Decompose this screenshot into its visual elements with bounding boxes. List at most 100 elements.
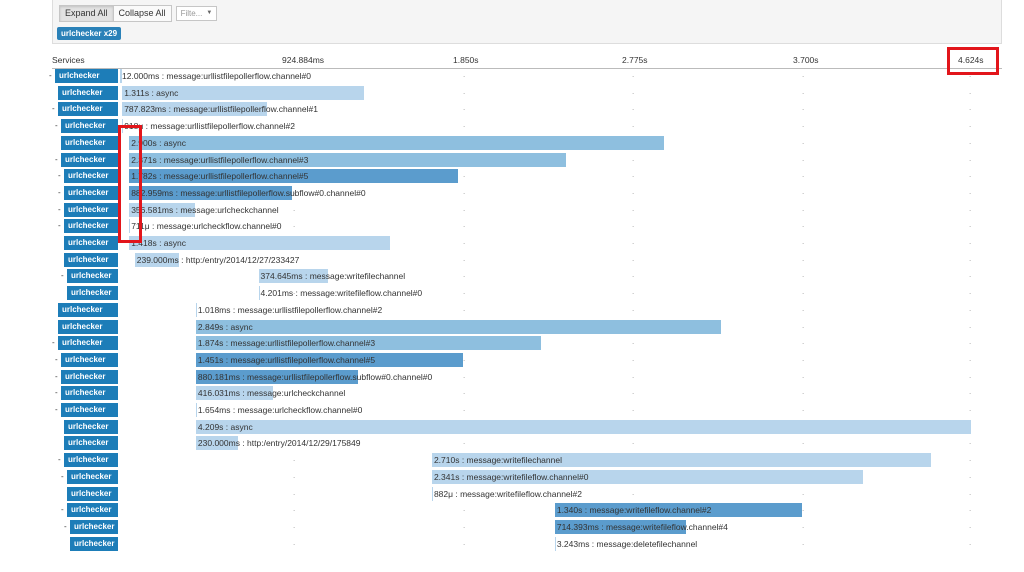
collapse-toggle[interactable]: - [58, 455, 61, 465]
service-name[interactable]: urlchecker [64, 185, 118, 200]
span-duration-bar[interactable] [122, 119, 124, 134]
service-name[interactable]: urlchecker [70, 519, 118, 534]
span-duration-bar[interactable] [195, 419, 972, 434]
span-row[interactable]: ..... - urlchecker 356.581ms : message:urlc… [0, 202, 1024, 219]
span-duration-bar[interactable] [195, 302, 197, 317]
span-row[interactable]: ..... - urlchecker 711μ : message:urlcheckf… [0, 218, 1024, 235]
service-name[interactable]: urlchecker [64, 453, 118, 468]
collapse-all-button[interactable]: Collapse All [113, 5, 172, 22]
service-name[interactable]: urlchecker [64, 436, 118, 451]
span-duration-bar[interactable] [195, 369, 359, 384]
service-name[interactable]: urlchecker [67, 486, 118, 501]
span-row[interactable]: ..... urlchecker 230.000ms : http:/entry/2… [0, 435, 1024, 452]
span-duration-bar[interactable] [258, 286, 260, 301]
collapse-toggle[interactable]: - [55, 154, 58, 164]
service-name[interactable]: urlchecker [61, 119, 118, 134]
collapse-toggle[interactable]: - [58, 221, 61, 231]
service-name[interactable]: urlchecker [64, 236, 118, 250]
span-duration-bar[interactable] [129, 152, 567, 167]
span-duration-bar[interactable] [431, 486, 433, 501]
expand-all-button[interactable]: Expand All [59, 5, 114, 22]
span-row[interactable]: ..... - urlchecker 12.000ms : message:urlli… [0, 68, 1024, 85]
span-duration-bar[interactable] [129, 135, 664, 150]
service-name[interactable]: urlchecker [67, 503, 118, 518]
collapse-toggle[interactable]: - [61, 471, 64, 481]
collapse-toggle[interactable]: - [61, 505, 64, 515]
collapse-toggle[interactable]: - [52, 104, 55, 114]
collapse-toggle[interactable]: - [64, 521, 67, 531]
collapse-toggle[interactable]: - [55, 371, 58, 381]
service-name[interactable]: urlchecker [70, 536, 118, 551]
collapse-toggle[interactable]: - [52, 338, 55, 348]
span-duration-bar[interactable] [129, 219, 131, 234]
service-name[interactable]: urlchecker [67, 269, 118, 284]
span-duration-bar[interactable] [195, 436, 239, 451]
span-row[interactable]: ..... - urlchecker 882.959ms : message:urll… [0, 185, 1024, 202]
service-name[interactable]: urlchecker [58, 319, 118, 334]
service-name[interactable]: urlchecker [58, 302, 118, 317]
collapse-toggle[interactable]: - [55, 405, 58, 414]
collapse-toggle[interactable]: - [55, 121, 58, 131]
service-name[interactable]: urlchecker [67, 286, 118, 301]
service-count-badge[interactable]: urlchecker x29 [57, 27, 122, 40]
service-name[interactable]: urlchecker [61, 369, 118, 384]
span-duration-bar[interactable] [195, 403, 197, 417]
span-row[interactable]: ..... - urlchecker 918μ : message:urllistfi… [0, 118, 1024, 135]
span-duration-bar[interactable] [195, 336, 542, 351]
span-duration-bar[interactable] [431, 453, 932, 468]
collapse-toggle[interactable]: - [58, 187, 61, 197]
span-row[interactable]: ..... urlchecker 239.000ms : http:/entry/2… [0, 252, 1024, 269]
span-row[interactable]: ..... - urlchecker 787.823ms : message:urll… [0, 101, 1024, 118]
collapse-toggle[interactable]: - [55, 388, 58, 398]
span-row[interactable]: ..... urlchecker 882μ : message:writefilef… [0, 486, 1024, 503]
span-duration-bar[interactable] [195, 352, 464, 367]
collapse-toggle[interactable]: - [55, 354, 58, 364]
collapse-toggle[interactable]: - [58, 171, 61, 181]
span-duration-bar[interactable] [129, 202, 195, 217]
span-row[interactable]: ..... - urlchecker 1.654ms : message:urlche… [0, 402, 1024, 419]
service-name[interactable]: urlchecker [64, 419, 118, 434]
span-duration-bar[interactable] [431, 469, 864, 484]
collapse-toggle[interactable]: - [61, 271, 64, 281]
span-row[interactable]: ..... urlchecker 4.201ms : message:writefi… [0, 285, 1024, 302]
span-duration-bar[interactable] [129, 185, 292, 200]
span-duration-bar[interactable] [195, 319, 721, 334]
service-name[interactable]: urlchecker [61, 386, 118, 401]
service-name[interactable]: urlchecker [67, 469, 118, 484]
service-name[interactable]: urlchecker [64, 202, 118, 217]
span-duration-bar[interactable] [120, 69, 123, 83]
span-row[interactable]: ..... - urlchecker 416.031ms : message:urlc… [0, 385, 1024, 402]
collapse-toggle[interactable]: - [58, 204, 61, 214]
collapse-toggle[interactable]: - [49, 71, 52, 80]
service-name[interactable]: urlchecker [58, 102, 118, 117]
span-row[interactable]: ..... urlchecker 3.243ms : message:deletef… [0, 536, 1024, 553]
span-duration-bar[interactable] [129, 236, 391, 250]
service-name[interactable]: urlchecker [64, 252, 118, 267]
service-name[interactable]: urlchecker [58, 85, 118, 100]
service-name[interactable]: urlchecker [61, 352, 118, 367]
service-name[interactable]: urlchecker [61, 403, 118, 417]
span-duration-bar[interactable] [122, 102, 268, 117]
span-duration-bar[interactable] [554, 503, 802, 518]
service-name[interactable]: urlchecker [58, 336, 118, 351]
span-duration-bar[interactable] [122, 85, 364, 100]
service-name[interactable]: urlchecker [61, 135, 118, 150]
service-name[interactable]: urlchecker [61, 152, 118, 167]
span-duration-bar[interactable] [554, 519, 687, 534]
span-duration-bar[interactable] [134, 252, 179, 267]
service-name[interactable]: urlchecker [64, 169, 118, 184]
